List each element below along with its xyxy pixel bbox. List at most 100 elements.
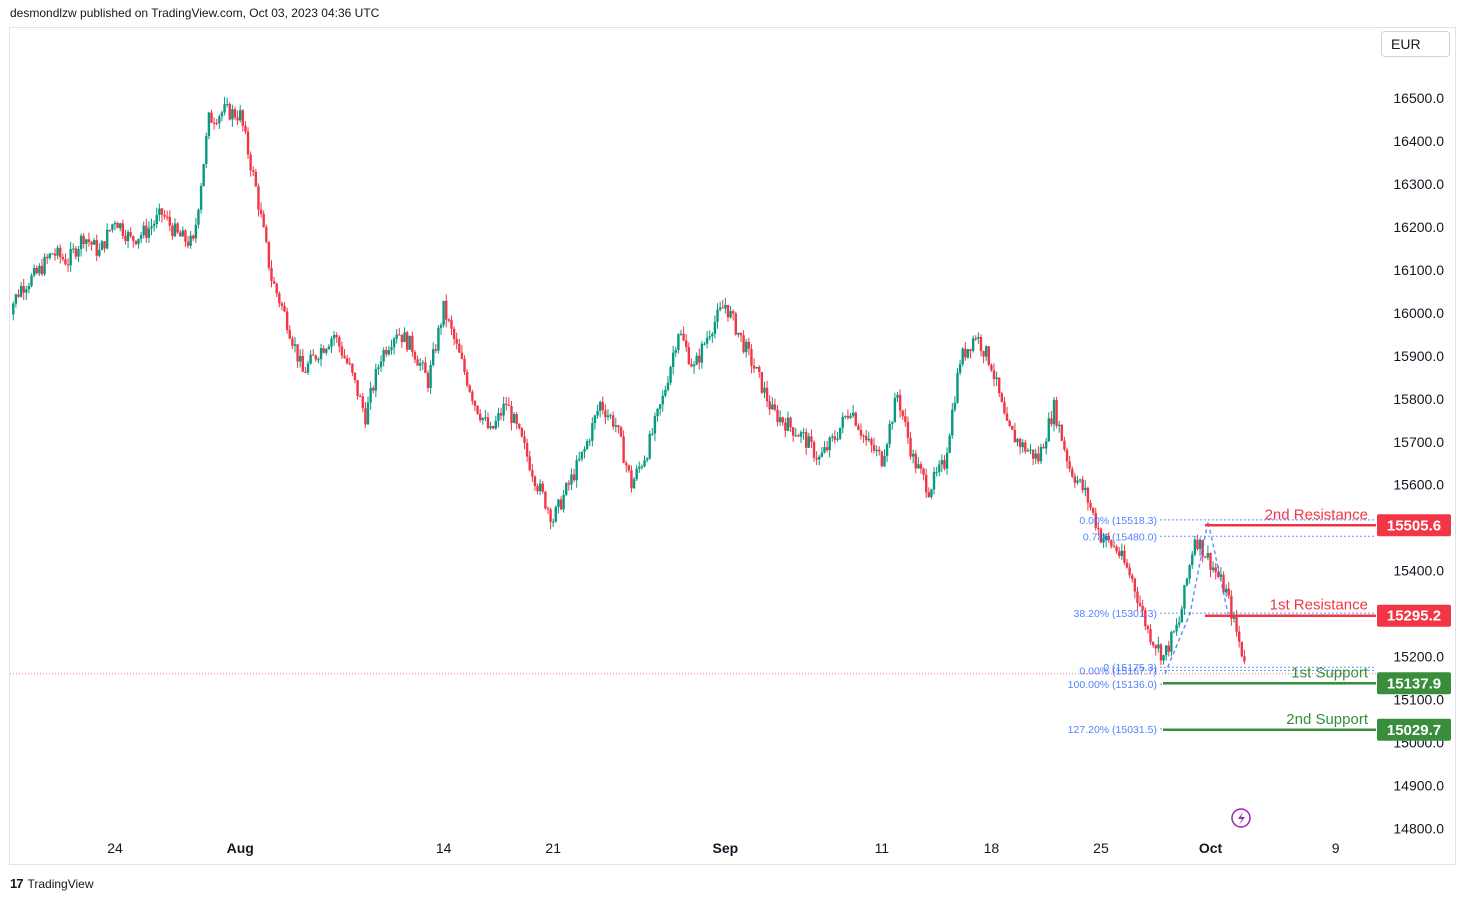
candle-body bbox=[627, 465, 631, 471]
candle-body bbox=[145, 225, 148, 238]
candle-body bbox=[638, 466, 641, 469]
candle-body bbox=[885, 444, 889, 456]
candle-body bbox=[669, 366, 672, 383]
candle-body bbox=[1008, 420, 1011, 426]
candle-body bbox=[1198, 539, 1202, 550]
candle-body bbox=[481, 417, 484, 421]
candle-body bbox=[116, 222, 119, 229]
fib-label: 0.786 (15480.0) bbox=[1083, 531, 1157, 543]
candle-body bbox=[867, 438, 871, 441]
candle-body bbox=[536, 486, 539, 492]
price-tag bbox=[1377, 672, 1451, 695]
flash-icon[interactable] bbox=[1231, 808, 1251, 828]
candle-body bbox=[943, 460, 946, 469]
candle-body bbox=[1091, 507, 1095, 513]
candle-body bbox=[447, 319, 451, 321]
candle-body bbox=[1076, 480, 1079, 483]
candle-body bbox=[494, 420, 498, 429]
candle-body bbox=[784, 422, 787, 431]
candle-body bbox=[176, 223, 179, 233]
candle-body bbox=[74, 248, 78, 257]
candle-body bbox=[205, 136, 208, 164]
candle-body bbox=[244, 125, 247, 132]
candle-body bbox=[98, 249, 101, 256]
candle-body bbox=[1050, 418, 1053, 425]
candle-body bbox=[823, 447, 826, 453]
candle-body bbox=[588, 440, 591, 442]
candle-body bbox=[484, 417, 487, 419]
price-tick-label: 16300.0 bbox=[1393, 176, 1444, 192]
candle-body bbox=[880, 451, 884, 467]
candle-body bbox=[507, 404, 511, 406]
candle-body bbox=[1065, 449, 1069, 462]
candle-body bbox=[1162, 655, 1165, 661]
candle-body bbox=[969, 349, 972, 351]
candle-body bbox=[930, 489, 933, 497]
candle-body bbox=[622, 436, 625, 463]
candle-body bbox=[207, 112, 211, 137]
candle-body bbox=[113, 222, 117, 225]
candle-body bbox=[369, 387, 372, 403]
candle-body bbox=[904, 416, 907, 422]
candle-body bbox=[51, 253, 54, 255]
fib-label: 38.20% (15301.3) bbox=[1074, 608, 1157, 620]
candle-body bbox=[953, 402, 957, 410]
candle-body bbox=[416, 359, 419, 366]
candle-body bbox=[1013, 429, 1017, 443]
candle-body bbox=[794, 435, 797, 437]
candle-body bbox=[134, 240, 138, 245]
candle-body bbox=[254, 171, 258, 187]
price-tick-label: 15400.0 bbox=[1393, 563, 1444, 579]
candle-body bbox=[165, 216, 169, 218]
candle-body bbox=[257, 186, 260, 210]
candle-body bbox=[990, 364, 993, 371]
candle-body bbox=[956, 372, 959, 403]
candle-body bbox=[778, 417, 782, 423]
candle-body bbox=[992, 370, 996, 379]
candle-body bbox=[682, 333, 685, 341]
tradingview-logo[interactable]: 17 TradingView bbox=[10, 876, 94, 891]
candle-body bbox=[181, 230, 185, 237]
candle-body bbox=[22, 286, 25, 293]
candle-body bbox=[246, 131, 250, 155]
candle-body bbox=[215, 123, 218, 125]
fib-label: 0 (15175.3) bbox=[1103, 662, 1157, 674]
candle-body bbox=[776, 409, 779, 423]
candle-body bbox=[797, 435, 800, 437]
candle-body bbox=[267, 241, 271, 268]
candle-body bbox=[765, 387, 769, 402]
candle-body bbox=[1131, 575, 1134, 579]
candle-body bbox=[580, 451, 584, 459]
publisher-caption: desmondlzw published on TradingView.com,… bbox=[10, 6, 380, 20]
level-name: 2nd Support bbox=[1286, 711, 1369, 728]
candle-body bbox=[1071, 468, 1074, 477]
candle-body bbox=[857, 425, 860, 430]
price-tick-label: 16400.0 bbox=[1393, 133, 1444, 149]
price-tag-label: 15029.7 bbox=[1387, 722, 1441, 739]
candle-body bbox=[372, 387, 375, 391]
candle-body bbox=[184, 230, 187, 242]
candle-body bbox=[1219, 574, 1223, 577]
candle-body bbox=[194, 224, 198, 239]
candle-body bbox=[1209, 553, 1212, 570]
candle-body bbox=[922, 468, 925, 475]
currency-selector[interactable]: EUR bbox=[1381, 31, 1450, 57]
candle-body bbox=[442, 300, 445, 326]
candle-body bbox=[392, 338, 396, 348]
candle-body bbox=[1084, 487, 1087, 491]
candle-body bbox=[617, 425, 620, 428]
candle-body bbox=[14, 294, 18, 304]
candle-body bbox=[314, 355, 318, 360]
candle-body bbox=[674, 349, 677, 353]
candle-body bbox=[197, 209, 200, 225]
candle-body bbox=[421, 362, 424, 364]
candle-body bbox=[1003, 401, 1006, 414]
candle-body bbox=[984, 346, 988, 357]
candle-body bbox=[758, 366, 761, 372]
candle-body bbox=[737, 332, 740, 335]
candle-body bbox=[593, 415, 597, 424]
candle-body bbox=[1018, 438, 1022, 448]
price-tick-label: 16200.0 bbox=[1393, 219, 1444, 235]
candle-body bbox=[439, 325, 443, 328]
